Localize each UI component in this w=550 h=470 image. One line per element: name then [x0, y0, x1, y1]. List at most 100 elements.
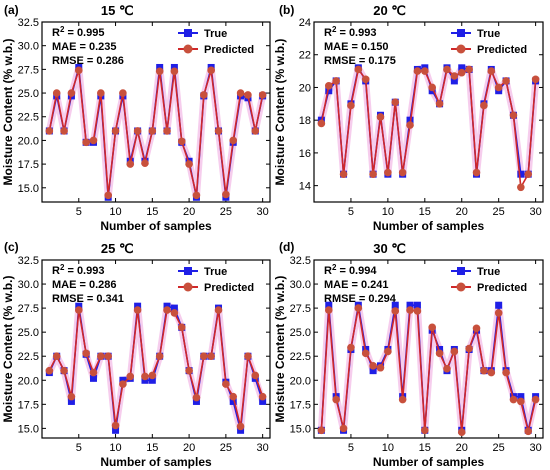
predicted-point	[369, 362, 377, 370]
r2-symbol: R	[52, 27, 60, 39]
legend-predicted-marker	[456, 282, 466, 292]
predicted-point	[509, 395, 518, 404]
true-point	[325, 87, 333, 95]
predicted-point	[531, 395, 540, 404]
predicted-point	[398, 168, 407, 177]
y-tick-label: 14	[299, 181, 311, 193]
y-axis-label: Moisture Content (% w.b.)	[1, 276, 15, 423]
panel-label: (b)	[279, 3, 294, 17]
y-tick-label: 20.0	[290, 375, 311, 387]
true-point	[458, 64, 466, 72]
predicted-point	[74, 306, 83, 314]
x-tick-label: 20	[183, 442, 195, 454]
true-point	[89, 374, 97, 382]
y-tick-label: 32.5	[290, 255, 311, 267]
predicted-point	[236, 89, 245, 97]
predicted-point	[222, 380, 230, 388]
predicted-point	[517, 397, 525, 406]
predicted-point	[421, 426, 429, 435]
y-tick-label: 27.5	[18, 303, 39, 315]
x-tick-label: 20	[456, 206, 468, 218]
r2-value: = 0.993	[64, 265, 104, 277]
legend-true-marker	[457, 29, 465, 37]
predicted-point	[524, 427, 533, 436]
true-point	[391, 301, 399, 309]
predicted-point	[406, 306, 414, 314]
predicted-point	[531, 75, 540, 84]
predicted-point	[244, 91, 252, 99]
predicted-point	[413, 67, 422, 75]
x-tick-label: 5	[348, 442, 354, 454]
predicted-point	[126, 160, 135, 168]
predicted-point	[104, 352, 112, 361]
predicted-point	[229, 136, 238, 145]
x-tick-label: 15	[419, 206, 431, 218]
x-tick-label: 25	[493, 442, 505, 454]
panel-label: (c)	[4, 240, 19, 254]
predicted-point	[141, 372, 149, 381]
predicted-point	[133, 306, 142, 314]
y-tick-label: 17.5	[18, 399, 39, 411]
rmse-metric: RMSE = 0.341	[52, 293, 124, 305]
predicted-point	[435, 100, 444, 108]
y-tick-label: 17.5	[18, 159, 39, 171]
predicted-point	[89, 368, 98, 377]
x-tick-label: 30	[529, 206, 541, 218]
predicted-point	[214, 127, 223, 135]
x-tick-label: 10	[382, 442, 394, 454]
legend-true-label: True	[477, 28, 500, 40]
predicted-point	[465, 344, 473, 353]
panel-label: (a)	[4, 3, 19, 17]
mae-metric: MAE = 0.150	[324, 41, 389, 53]
y-tick-label: 20.0	[18, 375, 39, 387]
predicted-point	[502, 77, 510, 85]
predicted-point	[324, 306, 333, 314]
predicted-point	[428, 323, 436, 332]
plot-frame	[313, 21, 544, 203]
y-axis-label: Moisture Content (% w.b.)	[273, 276, 287, 423]
y-tick-label: 22.5	[18, 351, 39, 363]
predicted-point	[494, 309, 503, 317]
mae-metric: MAE = 0.241	[324, 279, 389, 291]
predicted-point	[472, 168, 481, 177]
predicted-point	[480, 101, 488, 110]
y-tick-label: 24	[299, 17, 311, 29]
rmse-metric: RMSE = 0.175	[324, 55, 396, 67]
rmse-metric: RMSE = 0.294	[324, 293, 397, 305]
x-tick-label: 5	[76, 206, 82, 218]
plot-frame	[41, 259, 271, 439]
x-tick-label: 20	[183, 206, 195, 218]
predicted-point	[119, 89, 127, 97]
legend-true-label: True	[204, 266, 227, 278]
true-point	[75, 302, 83, 310]
true-point	[517, 393, 525, 401]
y-tick-label: 30.0	[18, 41, 39, 53]
x-tick-label: 5	[348, 206, 354, 218]
true-point	[369, 367, 377, 375]
predicted-point	[111, 421, 120, 430]
predicted-point	[332, 395, 340, 404]
legend-true-marker	[457, 267, 465, 275]
x-axis-label: Number of samples	[373, 219, 485, 233]
predicted-point	[74, 66, 83, 75]
panel-title: 30 ℃	[373, 241, 406, 256]
predicted-point	[369, 170, 377, 178]
predicted-point	[332, 77, 340, 85]
predicted-point	[192, 191, 201, 200]
true-point	[237, 426, 245, 434]
panel-label: (d)	[279, 240, 294, 254]
predicted-point	[457, 68, 466, 77]
true-point	[148, 376, 156, 384]
predicted-point	[214, 306, 223, 314]
predicted-point	[222, 190, 230, 199]
predicted-point	[89, 136, 98, 145]
predicted-point	[133, 127, 142, 135]
legend-true-label: True	[204, 28, 227, 40]
predicted-point	[361, 75, 370, 84]
true-point	[495, 301, 503, 309]
panel-title: 20 ℃	[373, 3, 406, 18]
predicted-point	[155, 352, 164, 361]
true-point	[450, 77, 458, 85]
predicted-point	[450, 347, 459, 356]
predicted-point	[45, 366, 54, 375]
